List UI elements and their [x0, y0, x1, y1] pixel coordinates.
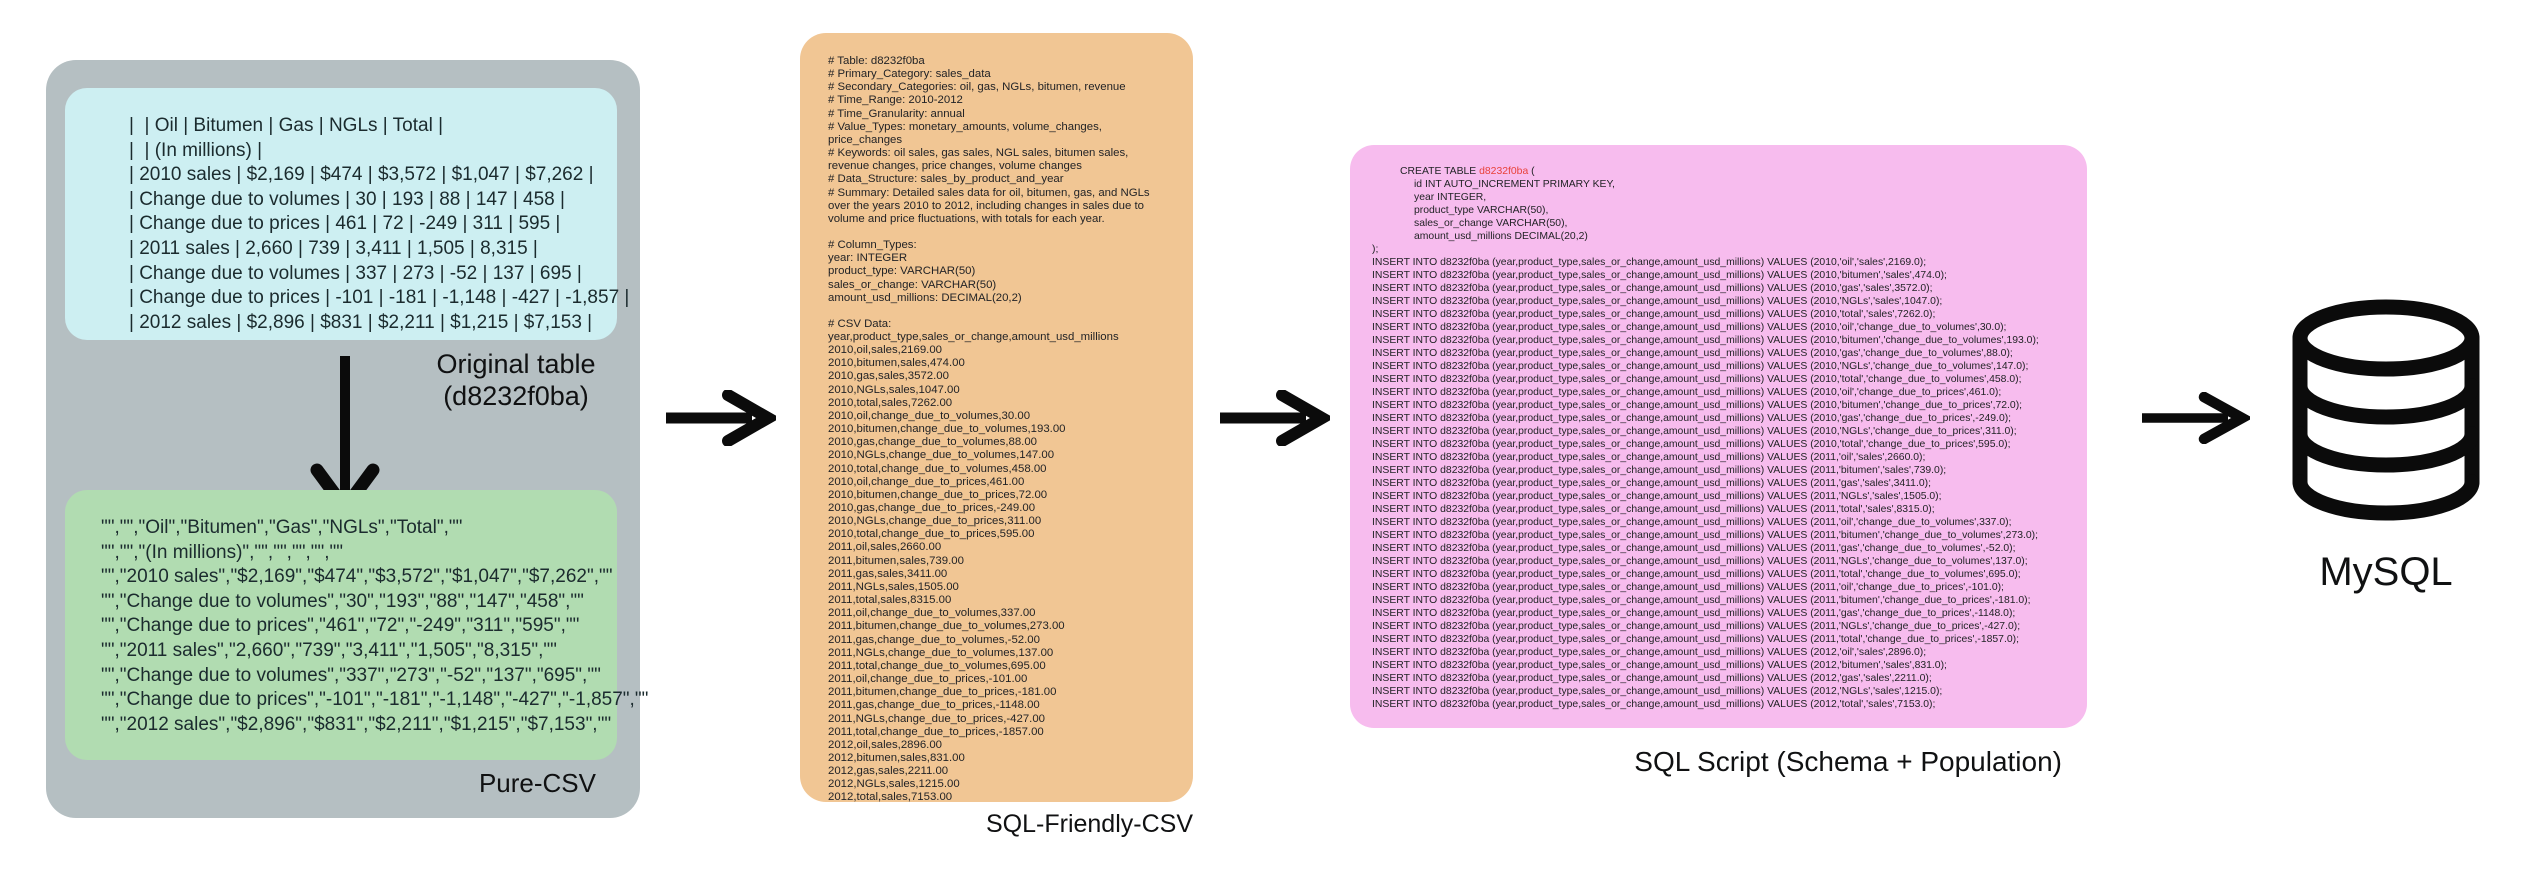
sql-friendly-csv-box: # Table: d8232f0ba # Primary_Category: s… [800, 33, 1193, 804]
sql-insert-lines: INSERT INTO d8232f0ba (year,product_type… [1372, 257, 2039, 710]
mysql-label: MySQL [2319, 550, 2453, 594]
sql-create-close: ); [1372, 244, 1379, 255]
pure-csv-text: "","","Oil","Bitumen","Gas","NGLs","Tota… [101, 517, 649, 735]
csv-data-text: # CSV Data: year,product_type,sales_or_c… [828, 317, 1119, 804]
arrow-right-2-icon [1220, 390, 1330, 446]
sql-create-line: CREATE TABLE d8232f0ba ( [1372, 165, 2069, 178]
sql-script-box: CREATE TABLE d8232f0ba ( id INT AUTO_INC… [1350, 145, 2087, 728]
csv-metadata-text: # Table: d8232f0ba # Primary_Category: s… [828, 55, 1150, 225]
pure-csv-label: Pure-CSV [478, 768, 596, 798]
arrow-right-3-icon [2142, 392, 2250, 444]
csv-column-types-text: # Column_Types: year: INTEGER product_ty… [828, 239, 1022, 304]
create-table-paren: ( [1528, 166, 1535, 177]
markdown-table-text: | | Oil | Bitumen | Gas | NGLs | Total |… [129, 115, 630, 333]
original-table-label: Original table (d8232f0ba) [400, 348, 632, 412]
original-table-label-line1: Original table [436, 349, 596, 379]
sql-friendly-csv-label: SQL-Friendly-CSV [986, 810, 1193, 838]
table-name-red: d8232f0ba [1479, 166, 1529, 177]
create-table-keyword: CREATE TABLE [1400, 166, 1480, 177]
database-icon [2292, 299, 2480, 521]
arrow-right-1-icon [666, 390, 776, 446]
pure-csv-box: "","","Oil","Bitumen","Gas","NGLs","Tota… [65, 490, 649, 760]
original-table-box: | | Oil | Bitumen | Gas | NGLs | Total |… [65, 88, 630, 340]
sql-schema-lines: id INT AUTO_INCREMENT PRIMARY KEY, year … [1414, 179, 1615, 242]
sql-script-label: SQL Script (Schema + Population) [1634, 746, 2062, 777]
original-table-label-line2: (d8232f0ba) [443, 381, 589, 411]
original-table-panel: | | Oil | Bitumen | Gas | NGLs | Total |… [46, 60, 649, 818]
